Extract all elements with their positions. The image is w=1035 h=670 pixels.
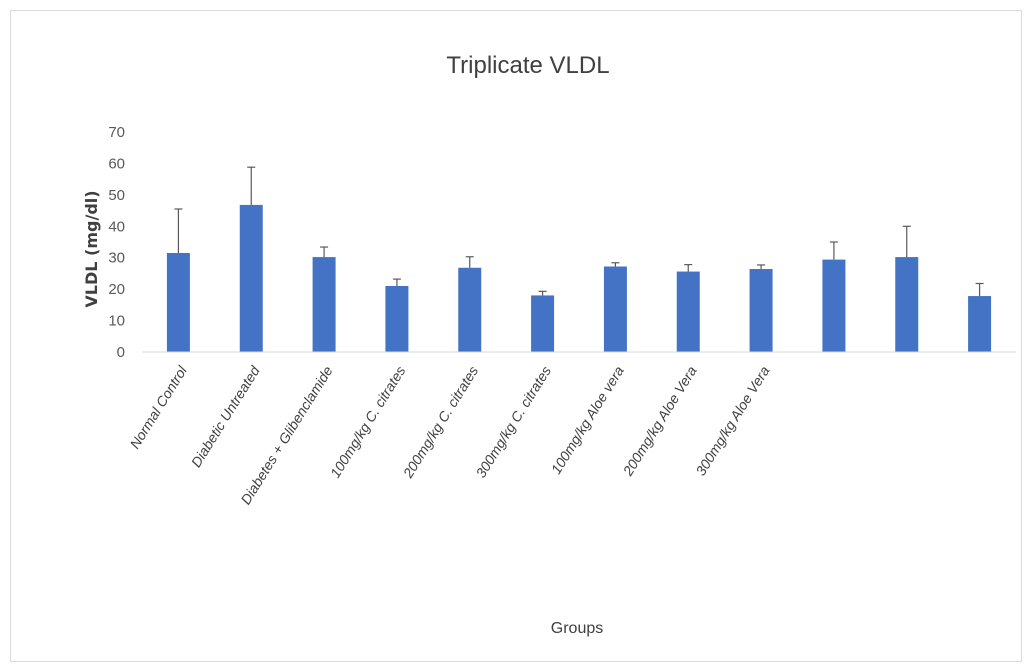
category-label: 300mg/kg C. citrates (473, 363, 555, 480)
y-tick-label: 0 (117, 344, 125, 361)
category-label: 200mg/kg Aloe Vera (619, 363, 700, 479)
bar (166, 253, 190, 352)
y-tick-label: 40 (108, 218, 125, 235)
y-tick-label: 30 (108, 250, 125, 267)
bar (312, 257, 336, 352)
bar (385, 286, 409, 352)
bar (603, 266, 627, 352)
category-label: 200mg/kg C. citrates (399, 363, 481, 481)
bar (749, 269, 773, 352)
bar (458, 267, 482, 352)
bar (676, 271, 700, 352)
bar (822, 259, 846, 352)
x-axis-label: Groups (551, 620, 603, 637)
bar (895, 257, 919, 352)
bar (968, 296, 992, 352)
y-tick-label: 10 (108, 313, 125, 330)
y-axis-ticks: 0 10 20 30 40 50 60 70 (108, 124, 125, 361)
category-label: 100mg/kg Aloe vera (548, 363, 627, 477)
chart-svg: Triplicate VLDL VLDL (mg/dl) Groups 0 10 2… (82, 52, 1016, 637)
chart-frame: Triplicate VLDL VLDL (mg/dl) Groups 0 10 2… (10, 10, 1022, 662)
bars-group (166, 204, 992, 352)
y-tick-label: 50 (108, 187, 125, 204)
error-bars-group (174, 166, 984, 297)
chart-title: Triplicate VLDL (446, 52, 609, 79)
category-label: Diabetic Untreated (188, 362, 264, 470)
bar (239, 204, 263, 352)
bar (531, 295, 555, 352)
y-tick-label: 60 (108, 155, 125, 172)
category-label: 100mg/kg C. citrates (327, 363, 409, 480)
category-label: 300mg/kg Aloe Vera (692, 363, 772, 478)
y-axis-label: VLDL (mg/dl) (82, 190, 101, 307)
y-tick-label: 20 (108, 281, 125, 298)
category-label: Normal Control (127, 362, 191, 451)
y-tick-label: 70 (108, 124, 125, 141)
